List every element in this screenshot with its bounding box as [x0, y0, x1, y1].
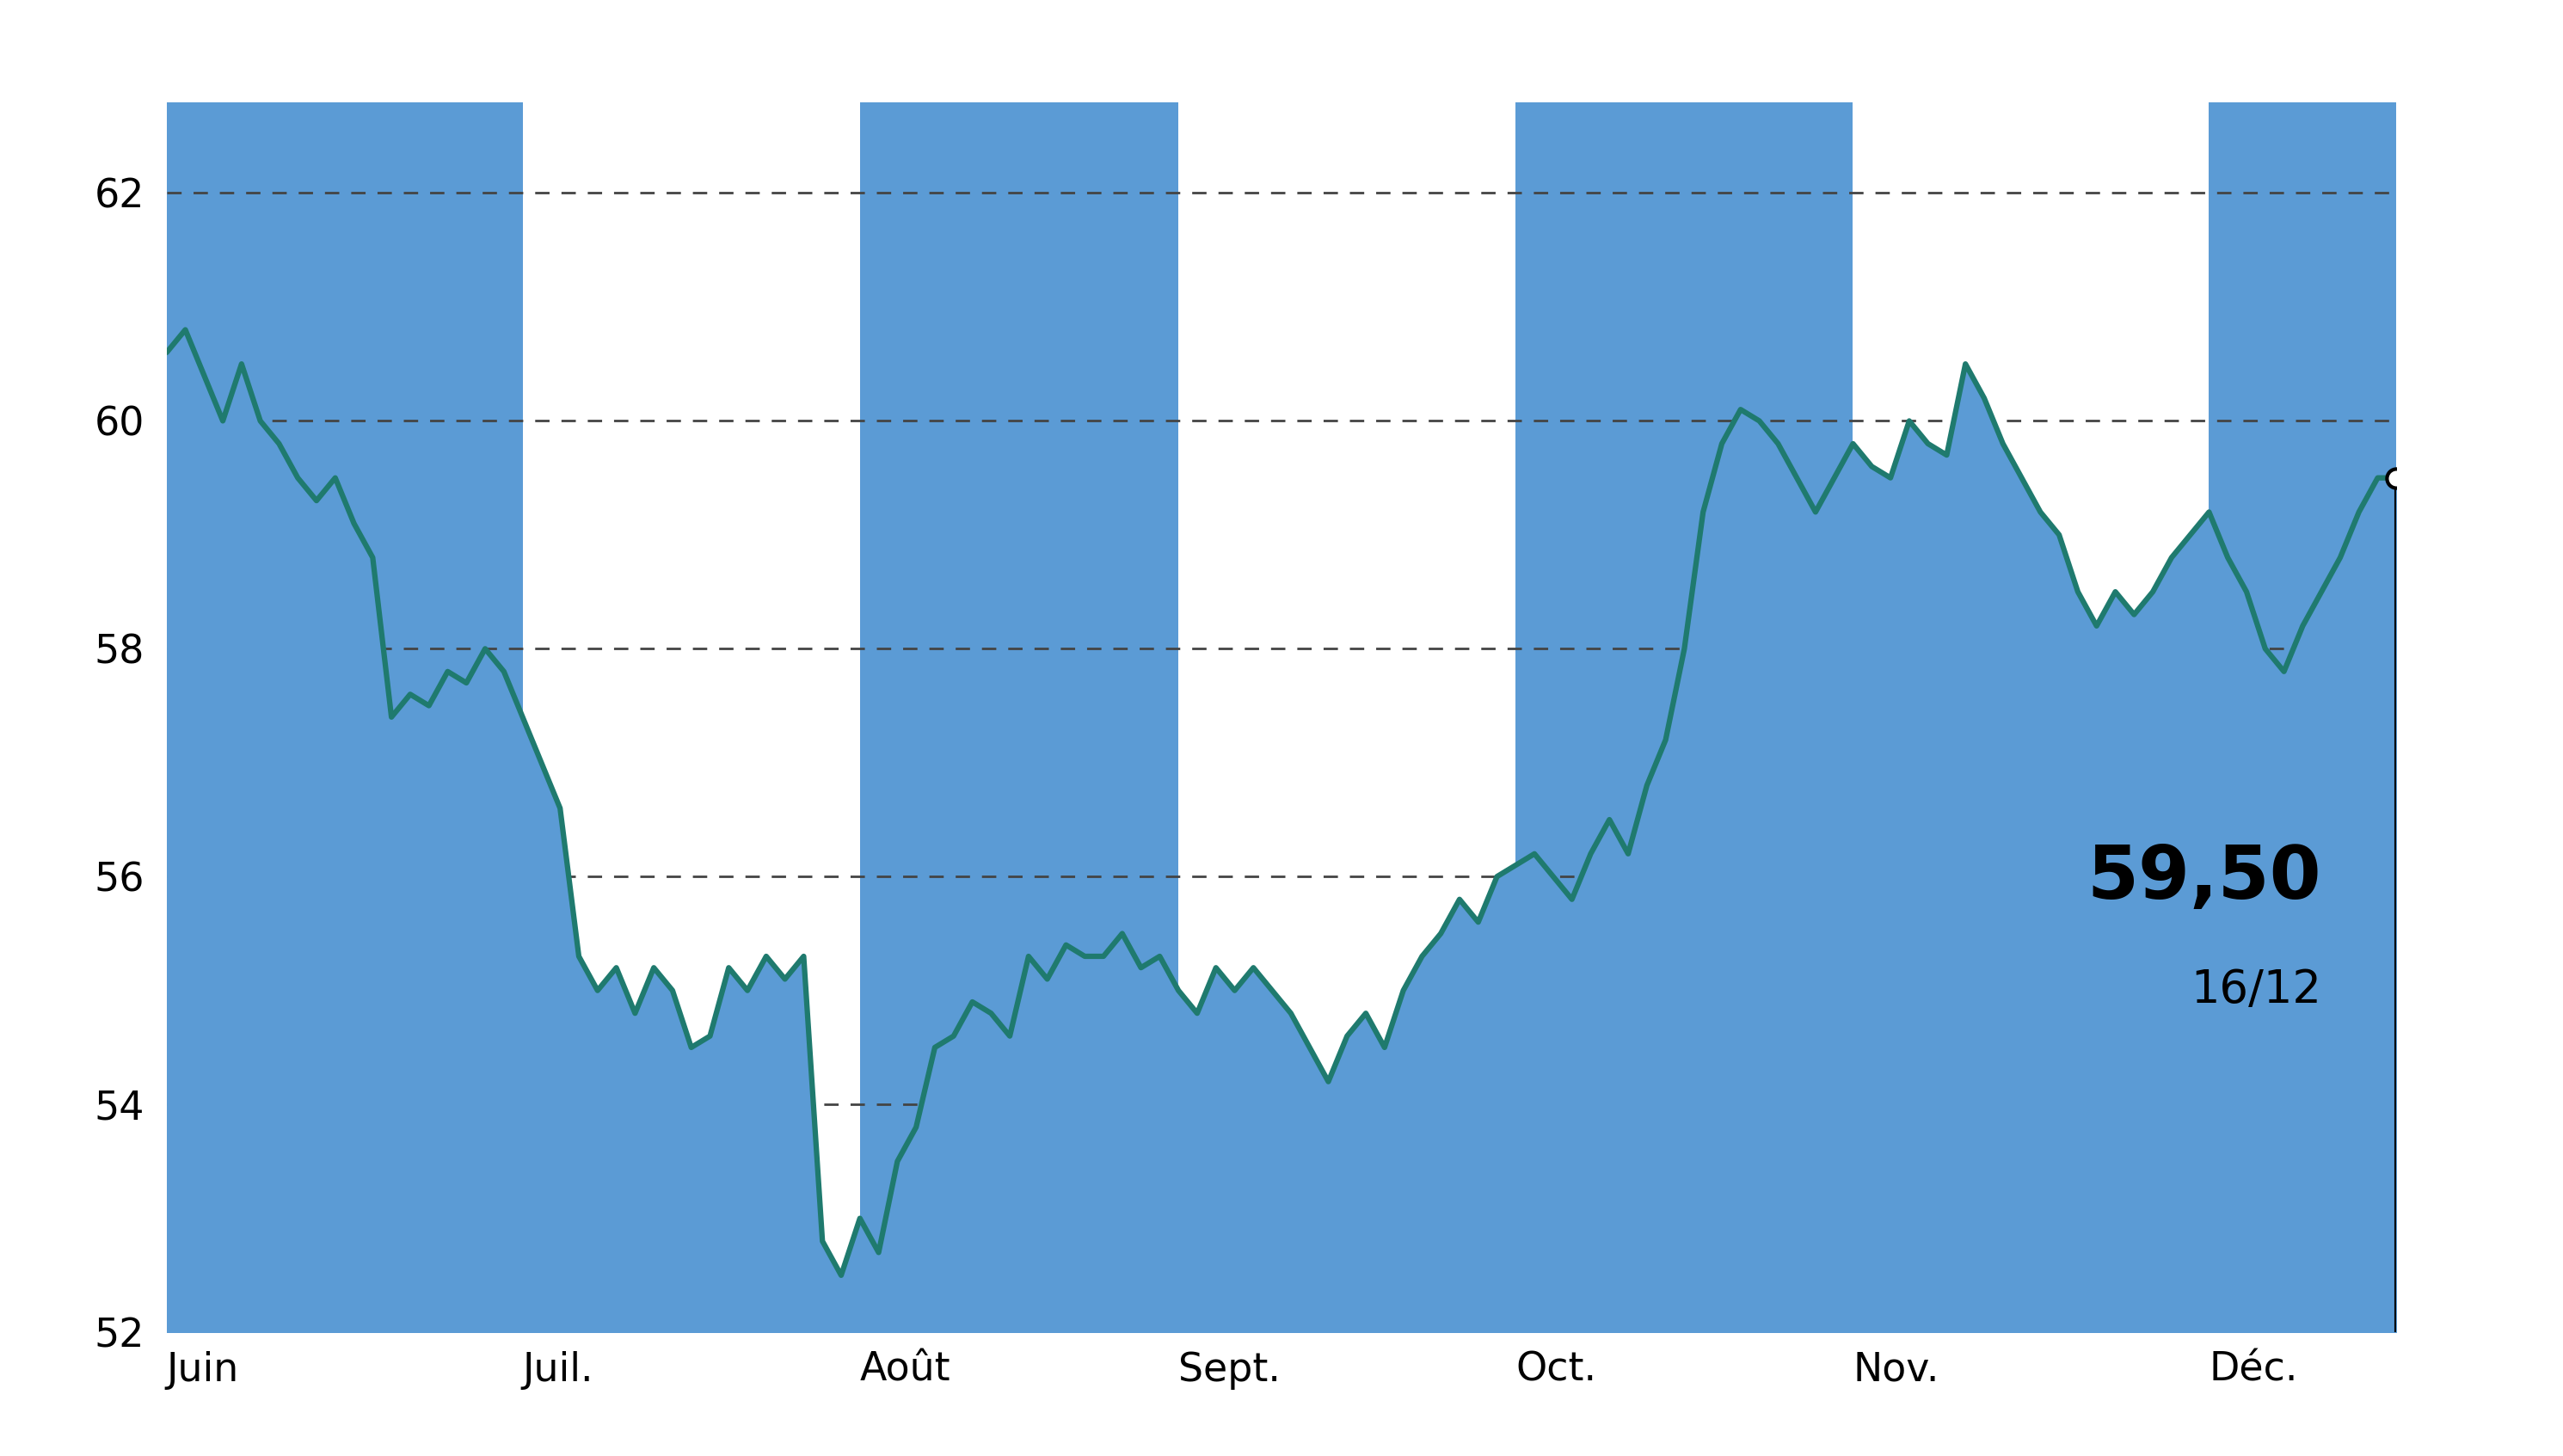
Text: 59,50: 59,50: [2086, 843, 2322, 914]
Bar: [2209, 102, 2396, 1332]
Bar: [167, 102, 523, 1332]
Text: 16/12: 16/12: [2191, 968, 2322, 1012]
Bar: [861, 102, 1179, 1332]
Bar: [1515, 102, 1853, 1332]
Text: CRCAM LOIRE HTE L.: CRCAM LOIRE HTE L.: [730, 23, 1833, 115]
